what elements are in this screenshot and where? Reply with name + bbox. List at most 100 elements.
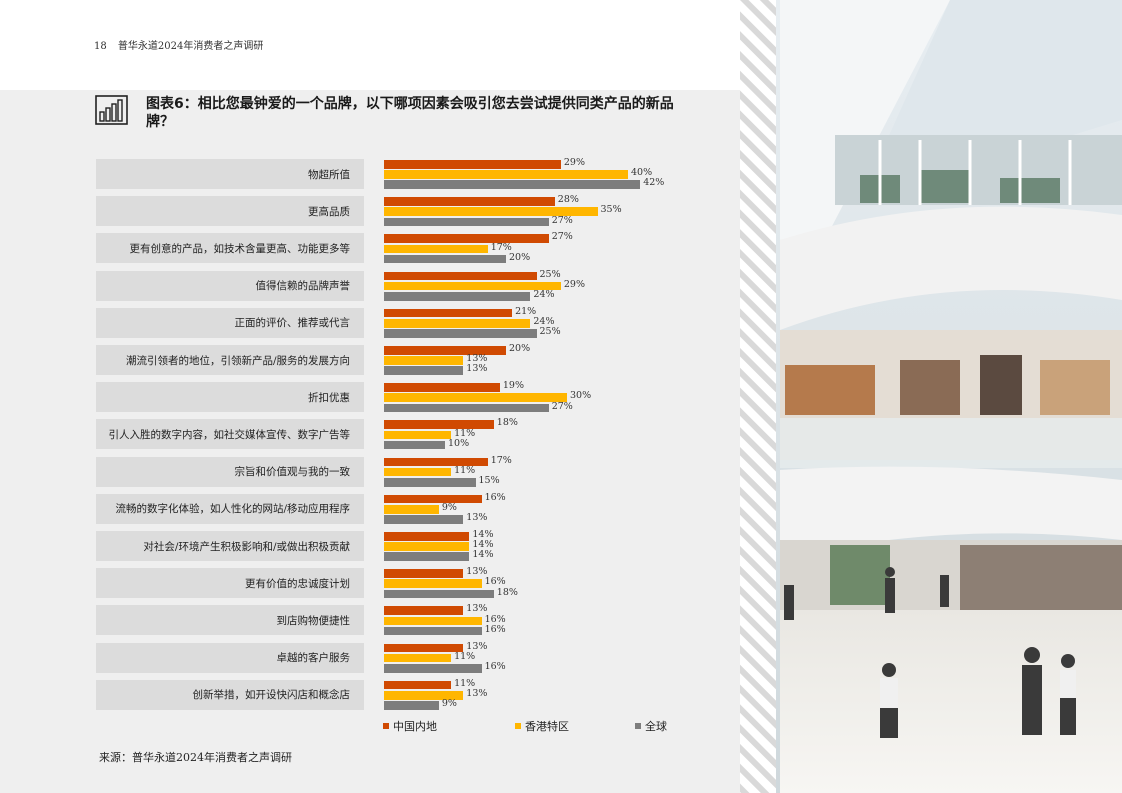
data-label: 25%: [539, 326, 561, 338]
bar-global: [384, 180, 641, 189]
data-label: 21%: [515, 305, 537, 317]
data-label: 16%: [484, 623, 506, 635]
legend-swatch: [635, 723, 641, 729]
chart-title: 图表6：相比您最钟爱的一个品牌，以下哪项因素会吸引您去尝试提供同类产品的新品牌？: [146, 96, 674, 130]
bar-global: [384, 552, 470, 561]
bar-mainland: [384, 494, 482, 504]
bar-global: [384, 254, 506, 264]
bar-hongkong: [384, 467, 452, 477]
report-title: 普华永道2024年消费者之声调研: [117, 41, 264, 52]
bar-mainland: [384, 606, 464, 615]
data-label: 18%: [496, 417, 518, 429]
data-label: 17%: [490, 241, 512, 253]
category-label: 更有价值的忠诚度计划: [96, 568, 364, 599]
mall-atrium-image: [740, 0, 1122, 793]
bar-global: [384, 478, 476, 487]
data-label: 13%: [466, 512, 488, 524]
bar-global: [384, 403, 549, 413]
bar-global: [384, 664, 482, 673]
data-label: 16%: [484, 576, 506, 588]
category-label: 引人入胜的数字内容，如社交媒体宣传、数字广告等: [96, 419, 364, 450]
bar-mainland: [384, 383, 500, 392]
category-label: 折扣优惠: [96, 382, 364, 413]
bar-hongkong: [384, 244, 488, 254]
bar-global: [384, 440, 445, 450]
data-label: 13%: [466, 566, 488, 578]
data-label: 24%: [533, 289, 555, 300]
data-label: 11%: [454, 464, 476, 476]
data-label: 10%: [448, 437, 470, 449]
data-label: 16%: [484, 661, 506, 672]
mall-atrium-photo: [740, 0, 1122, 793]
data-label: 24%: [533, 316, 555, 327]
category-label: 宗旨和价值观与我的一致: [96, 456, 364, 487]
bar-global: [384, 292, 531, 301]
bar-hongkong: [384, 691, 464, 700]
bar-mainland: [384, 346, 506, 355]
data-label: 29%: [563, 278, 586, 290]
category-label: 更有创意的产品，如技术含量更高、功能更多等: [96, 233, 364, 264]
data-label: 42%: [643, 177, 665, 189]
category-label: 物超所值: [96, 159, 364, 189]
data-label: 27%: [551, 400, 573, 412]
data-label: 14%: [472, 539, 494, 551]
bar-mainland: [384, 569, 464, 578]
bar-mainland: [384, 234, 549, 243]
bar-global: [384, 626, 482, 636]
bar-mainland: [384, 643, 464, 653]
data-label: 13%: [466, 603, 488, 615]
bar-mainland: [384, 680, 452, 690]
bar-hongkong: [384, 170, 628, 179]
category-label: 正面的评价、推荐或代言: [96, 307, 364, 338]
category-label: 潮流引领者的地位，引领新产品/服务的发展方向: [96, 345, 364, 375]
legend-label: 全球: [645, 720, 667, 733]
data-label: 9%: [441, 502, 457, 513]
bar-hongkong: [384, 616, 482, 626]
data-label: 30%: [570, 390, 592, 402]
data-label: 9%: [441, 698, 457, 710]
legend-item: 中国内地: [383, 718, 437, 734]
legend-label: 香港特区: [525, 720, 569, 733]
legend-label: 中国内地: [393, 720, 437, 733]
bar-hongkong: [384, 542, 470, 551]
bar-mainland: [384, 271, 537, 281]
data-label: 14%: [472, 529, 494, 540]
category-label: 对社会/环境产生积极影响和/或做出积极贡献: [96, 531, 364, 561]
category-label: 卓越的客户服务: [96, 642, 364, 673]
bar-hongkong: [384, 579, 482, 588]
category-label: 创新举措，如开设快闪店和概念店: [96, 679, 364, 710]
data-label: 16%: [484, 491, 506, 503]
data-label: 19%: [502, 380, 525, 392]
bar-mainland: [384, 197, 555, 206]
page-number: 18: [94, 41, 107, 52]
data-label: 20%: [509, 251, 531, 263]
data-label: 11%: [454, 650, 476, 662]
bar-hongkong: [384, 653, 452, 663]
legend-item: 全球: [635, 718, 667, 734]
data-label: 28%: [557, 194, 579, 206]
bar-global: [384, 701, 439, 710]
bar-hongkong: [384, 356, 464, 365]
bar-hongkong: [384, 430, 452, 440]
category-label: 值得信赖的品牌声誉: [96, 270, 364, 301]
bar-mainland: [384, 532, 470, 541]
legend-item: 香港特区: [515, 718, 569, 734]
bar-mainland: [384, 160, 561, 169]
category-label: 流畅的数字化体验，如人性化的网站/移动应用程序: [96, 493, 364, 524]
bar-hongkong: [384, 207, 598, 216]
bar-hongkong: [384, 505, 439, 514]
bar-global: [384, 366, 464, 375]
category-label: 到店购物便捷性: [96, 605, 364, 636]
data-label: 20%: [509, 343, 531, 354]
data-label: 27%: [551, 214, 573, 226]
data-label: 13%: [466, 353, 488, 365]
data-label: 40%: [631, 167, 653, 179]
bar-global: [384, 329, 537, 338]
bar-hongkong: [384, 393, 567, 402]
data-label: 11%: [454, 427, 476, 439]
bar-mainland: [384, 308, 513, 318]
data-label: 13%: [466, 688, 488, 699]
data-label: 13%: [466, 640, 488, 652]
bar-global: [384, 217, 549, 227]
data-label: 13%: [466, 363, 488, 375]
